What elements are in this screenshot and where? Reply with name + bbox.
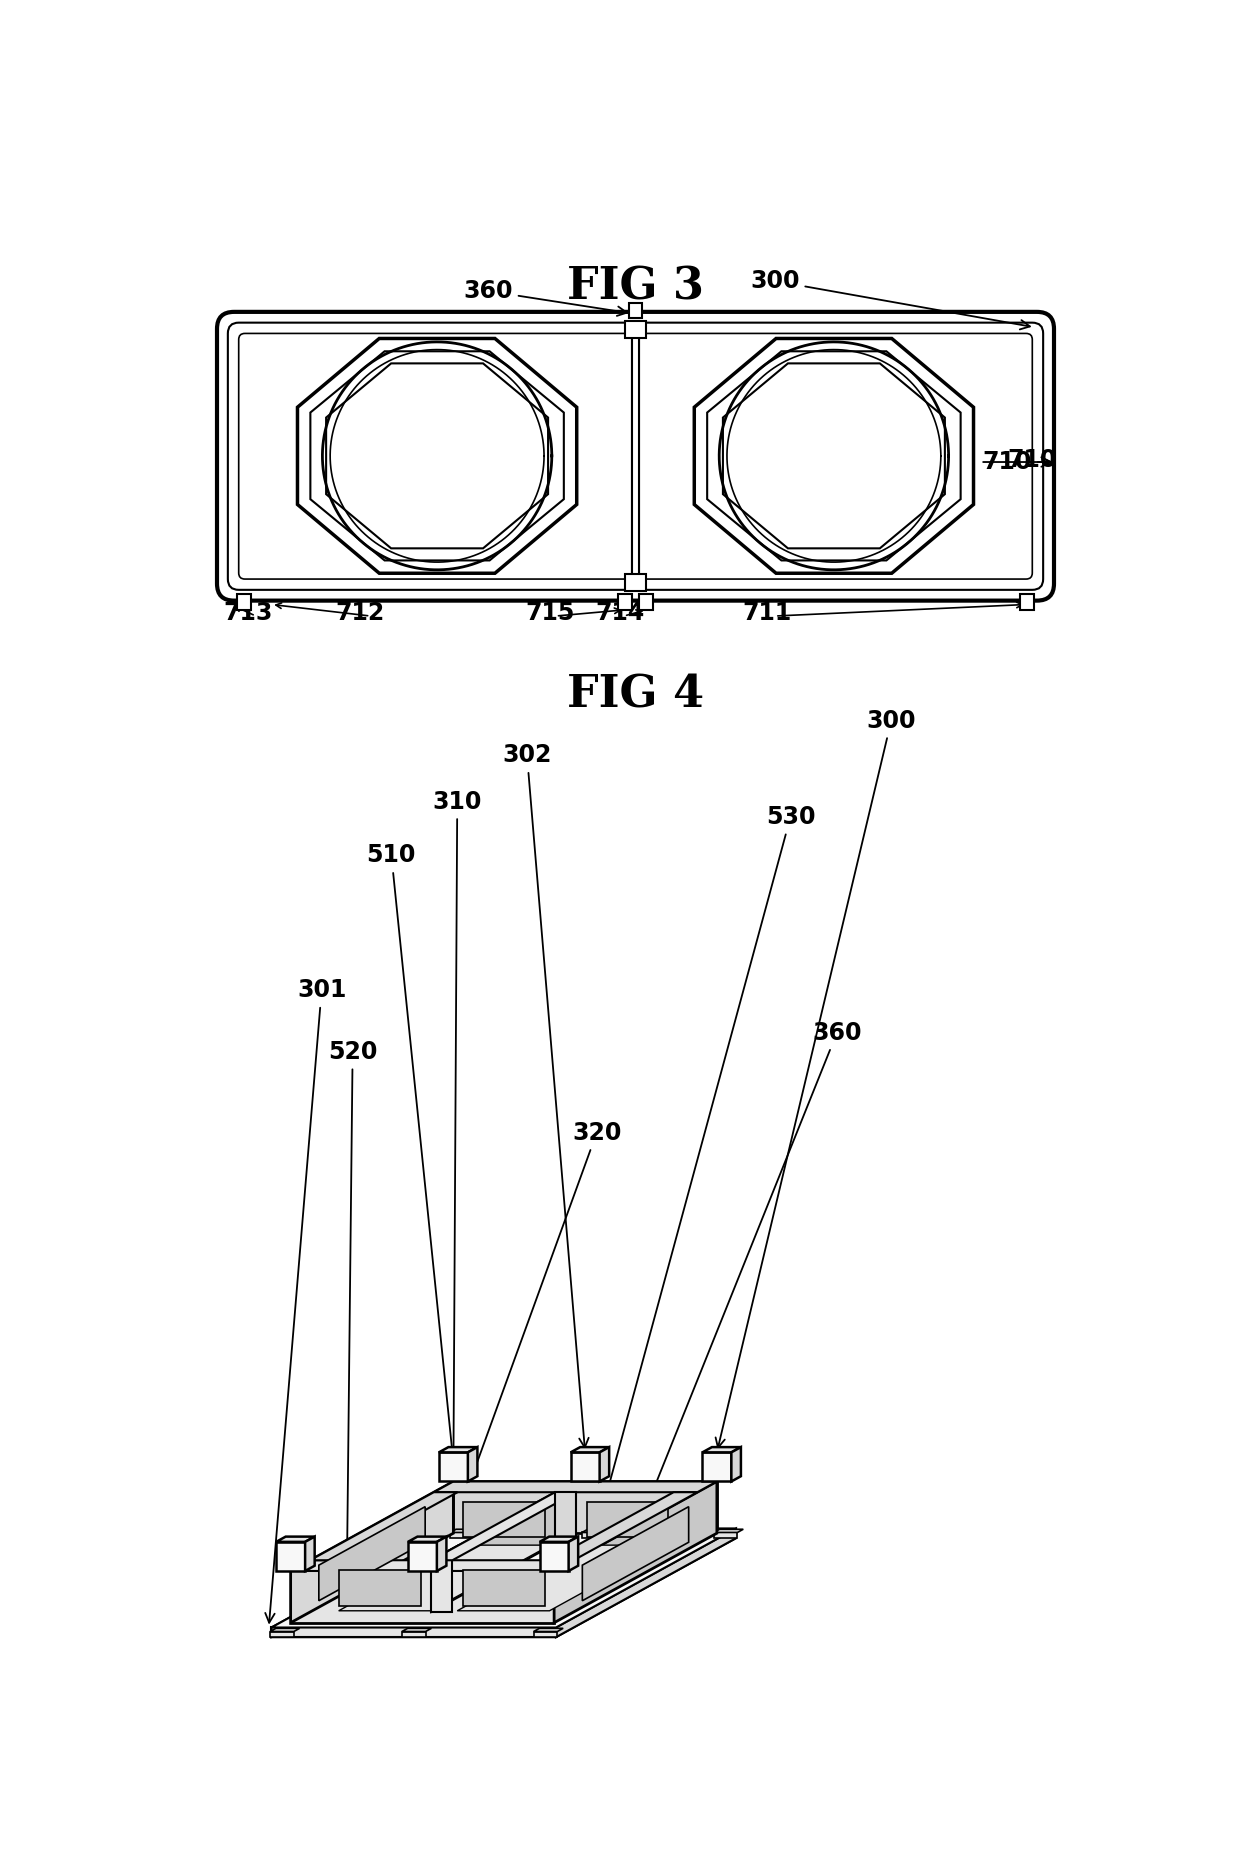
Polygon shape [439, 1452, 467, 1481]
Text: 713: 713 [223, 601, 273, 625]
Polygon shape [319, 1507, 425, 1600]
Polygon shape [402, 1632, 425, 1638]
Polygon shape [290, 1571, 554, 1623]
Polygon shape [539, 1537, 578, 1543]
Polygon shape [467, 1448, 477, 1481]
Polygon shape [339, 1571, 420, 1606]
Text: 710: 710 [983, 450, 1050, 475]
Polygon shape [432, 1493, 556, 1612]
Text: 302: 302 [502, 743, 589, 1448]
Polygon shape [570, 1452, 600, 1481]
Polygon shape [702, 1452, 732, 1481]
Text: 710: 710 [1007, 449, 1056, 471]
Text: 530: 530 [595, 806, 815, 1530]
Polygon shape [533, 1628, 563, 1632]
Polygon shape [587, 1502, 668, 1537]
Polygon shape [569, 1537, 578, 1571]
Polygon shape [554, 1481, 717, 1623]
Polygon shape [625, 322, 646, 339]
Polygon shape [582, 1530, 611, 1532]
Polygon shape [629, 303, 642, 318]
Polygon shape [439, 1448, 477, 1452]
Polygon shape [450, 1530, 480, 1532]
Polygon shape [310, 1493, 458, 1560]
Text: 360: 360 [464, 279, 627, 316]
Polygon shape [533, 1632, 557, 1638]
Polygon shape [450, 1532, 474, 1539]
Polygon shape [434, 1481, 717, 1493]
Polygon shape [305, 1537, 315, 1571]
Text: 712: 712 [336, 601, 384, 625]
Polygon shape [270, 1628, 300, 1632]
Polygon shape [290, 1560, 574, 1571]
Polygon shape [463, 1571, 544, 1606]
Polygon shape [702, 1448, 742, 1452]
Text: 711: 711 [743, 601, 792, 625]
Polygon shape [408, 1537, 446, 1543]
Polygon shape [432, 1560, 453, 1612]
Polygon shape [298, 339, 577, 573]
Polygon shape [436, 1537, 446, 1571]
Polygon shape [582, 1532, 605, 1539]
FancyBboxPatch shape [217, 313, 1054, 601]
Text: 360: 360 [640, 1020, 862, 1520]
Polygon shape [290, 1481, 454, 1623]
Polygon shape [714, 1530, 743, 1532]
Polygon shape [237, 594, 250, 610]
Polygon shape [326, 363, 548, 549]
Text: 301: 301 [265, 979, 346, 1623]
Polygon shape [272, 1539, 737, 1638]
Polygon shape [1019, 594, 1034, 610]
Polygon shape [707, 352, 961, 560]
Text: FIG 3: FIG 3 [567, 266, 704, 309]
Polygon shape [694, 339, 973, 573]
Polygon shape [600, 1448, 609, 1481]
Polygon shape [408, 1543, 436, 1571]
Polygon shape [732, 1448, 742, 1481]
Polygon shape [272, 1528, 737, 1628]
Polygon shape [723, 363, 945, 549]
Polygon shape [539, 1543, 569, 1571]
Text: 510: 510 [367, 843, 456, 1457]
Polygon shape [625, 575, 646, 592]
Polygon shape [432, 1493, 577, 1560]
Polygon shape [339, 1545, 551, 1612]
Polygon shape [583, 1507, 688, 1600]
Polygon shape [272, 1628, 556, 1638]
Polygon shape [272, 1528, 451, 1638]
Polygon shape [270, 1632, 294, 1638]
Text: 320: 320 [414, 1120, 621, 1632]
Polygon shape [277, 1543, 305, 1571]
Polygon shape [463, 1502, 544, 1537]
Text: 300: 300 [750, 270, 1030, 329]
Text: 310: 310 [433, 789, 482, 1468]
Text: 714: 714 [595, 601, 645, 625]
Polygon shape [632, 333, 639, 579]
Polygon shape [714, 1532, 738, 1539]
Polygon shape [640, 594, 653, 610]
Text: 715: 715 [526, 601, 575, 625]
Polygon shape [277, 1537, 315, 1543]
Polygon shape [402, 1628, 432, 1632]
Polygon shape [570, 1448, 609, 1452]
Text: FIG 4: FIG 4 [567, 674, 704, 716]
Polygon shape [618, 594, 631, 610]
Polygon shape [556, 1528, 737, 1638]
Polygon shape [551, 1493, 697, 1560]
Polygon shape [556, 1493, 577, 1545]
Text: 520: 520 [327, 1040, 377, 1597]
Polygon shape [458, 1545, 668, 1612]
Text: 300: 300 [715, 709, 916, 1448]
Polygon shape [310, 352, 564, 560]
Polygon shape [454, 1481, 717, 1533]
